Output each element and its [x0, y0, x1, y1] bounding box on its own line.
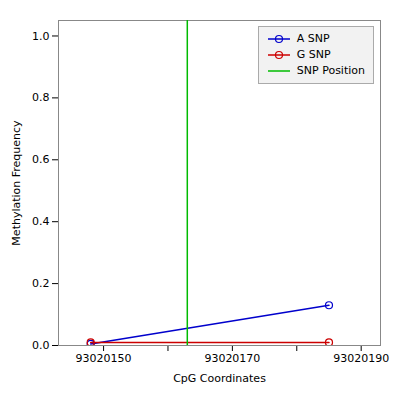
svg-text:93020170: 93020170	[204, 352, 260, 365]
svg-text:93020150: 93020150	[76, 352, 132, 365]
svg-text:0.6: 0.6	[32, 153, 50, 166]
svg-text:0.4: 0.4	[32, 215, 50, 228]
svg-text:0.8: 0.8	[32, 91, 50, 104]
html-text:A SNP: A SNP	[296, 32, 330, 45]
html-text:SNP Position: SNP Position	[296, 64, 365, 77]
svg-text:0.0: 0.0	[32, 339, 50, 352]
svg-text:CpG Coordinates: CpG Coordinates	[173, 372, 266, 385]
html-text:G SNP: G SNP	[296, 48, 331, 61]
svg-text:93020190: 93020190	[333, 352, 389, 365]
svg-text:1.0: 1.0	[32, 29, 50, 42]
svg-text:Methylation Frequency: Methylation Frequency	[10, 120, 23, 246]
svg-text:0.2: 0.2	[32, 277, 50, 290]
